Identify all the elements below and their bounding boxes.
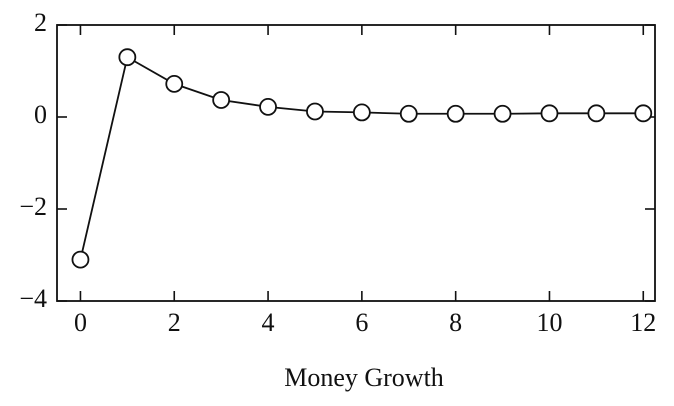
x-axis-label: Money Growth (284, 363, 444, 392)
y-tick-label: 2 (34, 8, 47, 37)
data-point (259, 97, 277, 116)
data-point (306, 102, 324, 121)
y-tick-label: 0 (34, 100, 47, 129)
data-line (79, 55, 644, 260)
data-point (352, 103, 371, 122)
x-tick-label: 2 (168, 308, 181, 337)
data-point (634, 104, 653, 123)
y-tick-label: −4 (19, 284, 47, 313)
x-tick-label: 12 (630, 308, 656, 337)
data-point (71, 250, 90, 269)
x-tick-label: 10 (536, 308, 562, 337)
data-point (399, 104, 418, 123)
data-point (446, 104, 465, 123)
data-point (118, 48, 137, 67)
x-tick-label: 8 (449, 308, 462, 337)
x-tick-label: 0 (74, 308, 87, 337)
y-tick-label: −2 (19, 192, 47, 221)
x-tick-label: 6 (355, 308, 368, 337)
data-point (165, 74, 184, 93)
data-point (212, 91, 231, 109)
x-tick-label: 4 (262, 308, 275, 337)
data-point (540, 104, 559, 123)
plot-frame (56, 24, 656, 302)
data-point (493, 104, 512, 123)
data-point (587, 104, 606, 123)
